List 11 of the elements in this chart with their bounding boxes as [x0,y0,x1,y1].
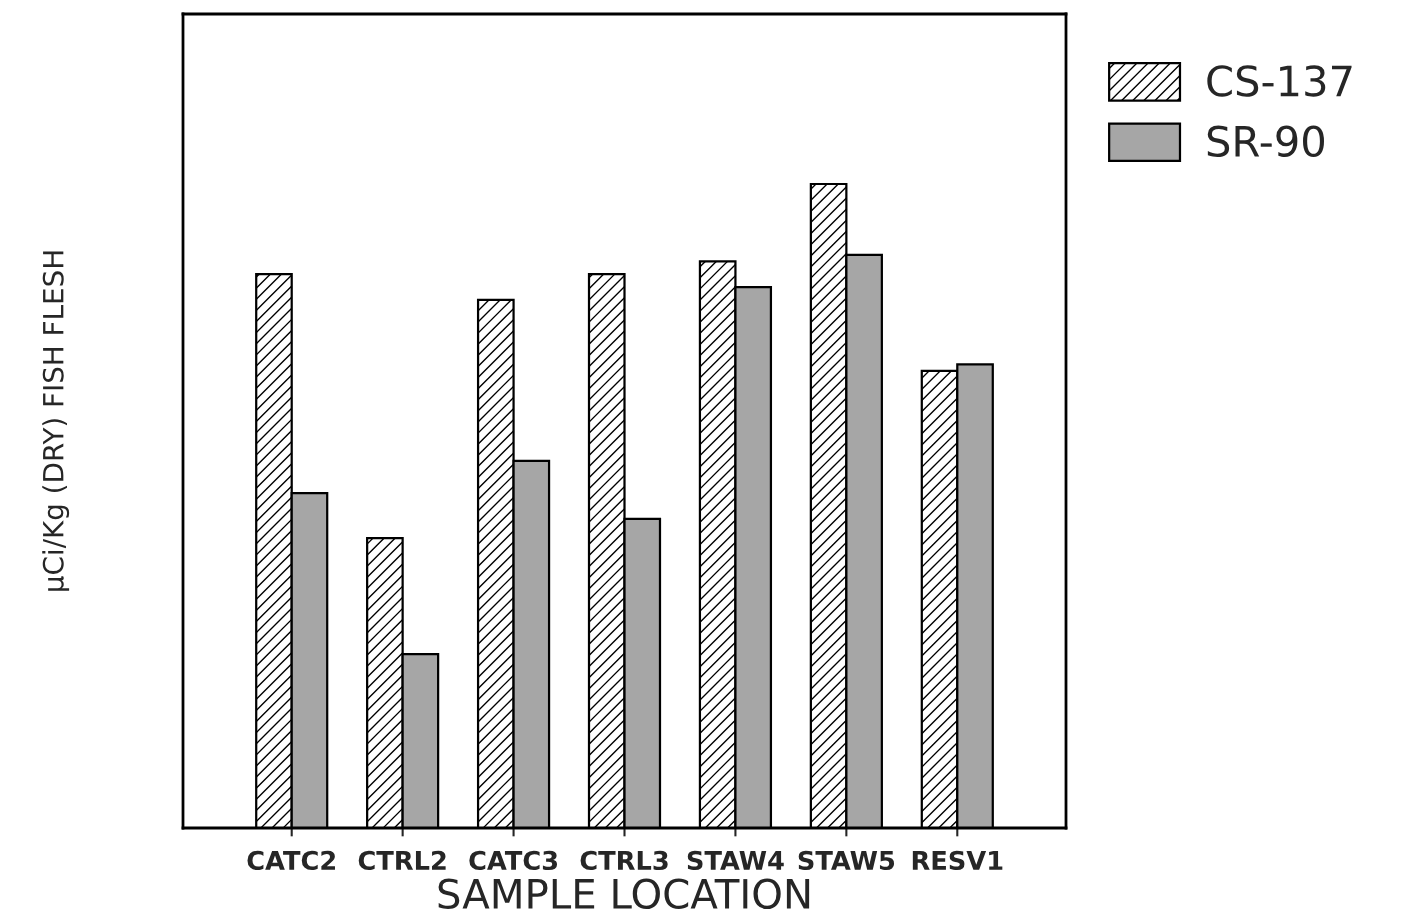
legend-label: SR-90 [1207,125,1325,158]
legend-label: CS-137 [1207,65,1352,97]
x-axis-title: SAMPLE LOCATION [438,878,810,910]
y-axis-title: μCi/Kg (DRY) FISH FLESH [42,251,70,591]
x-tick-label: CATC2 [247,850,335,871]
x-tick-label: RESV1 [912,850,1003,871]
x-tick-label: CTRL3 [580,850,668,871]
x-tick-label: CATC3 [469,850,558,871]
x-tick-label: CTRL2 [358,850,446,871]
x-tick-label: STAW5 [798,850,895,871]
x-tick-label: STAW4 [687,850,784,871]
